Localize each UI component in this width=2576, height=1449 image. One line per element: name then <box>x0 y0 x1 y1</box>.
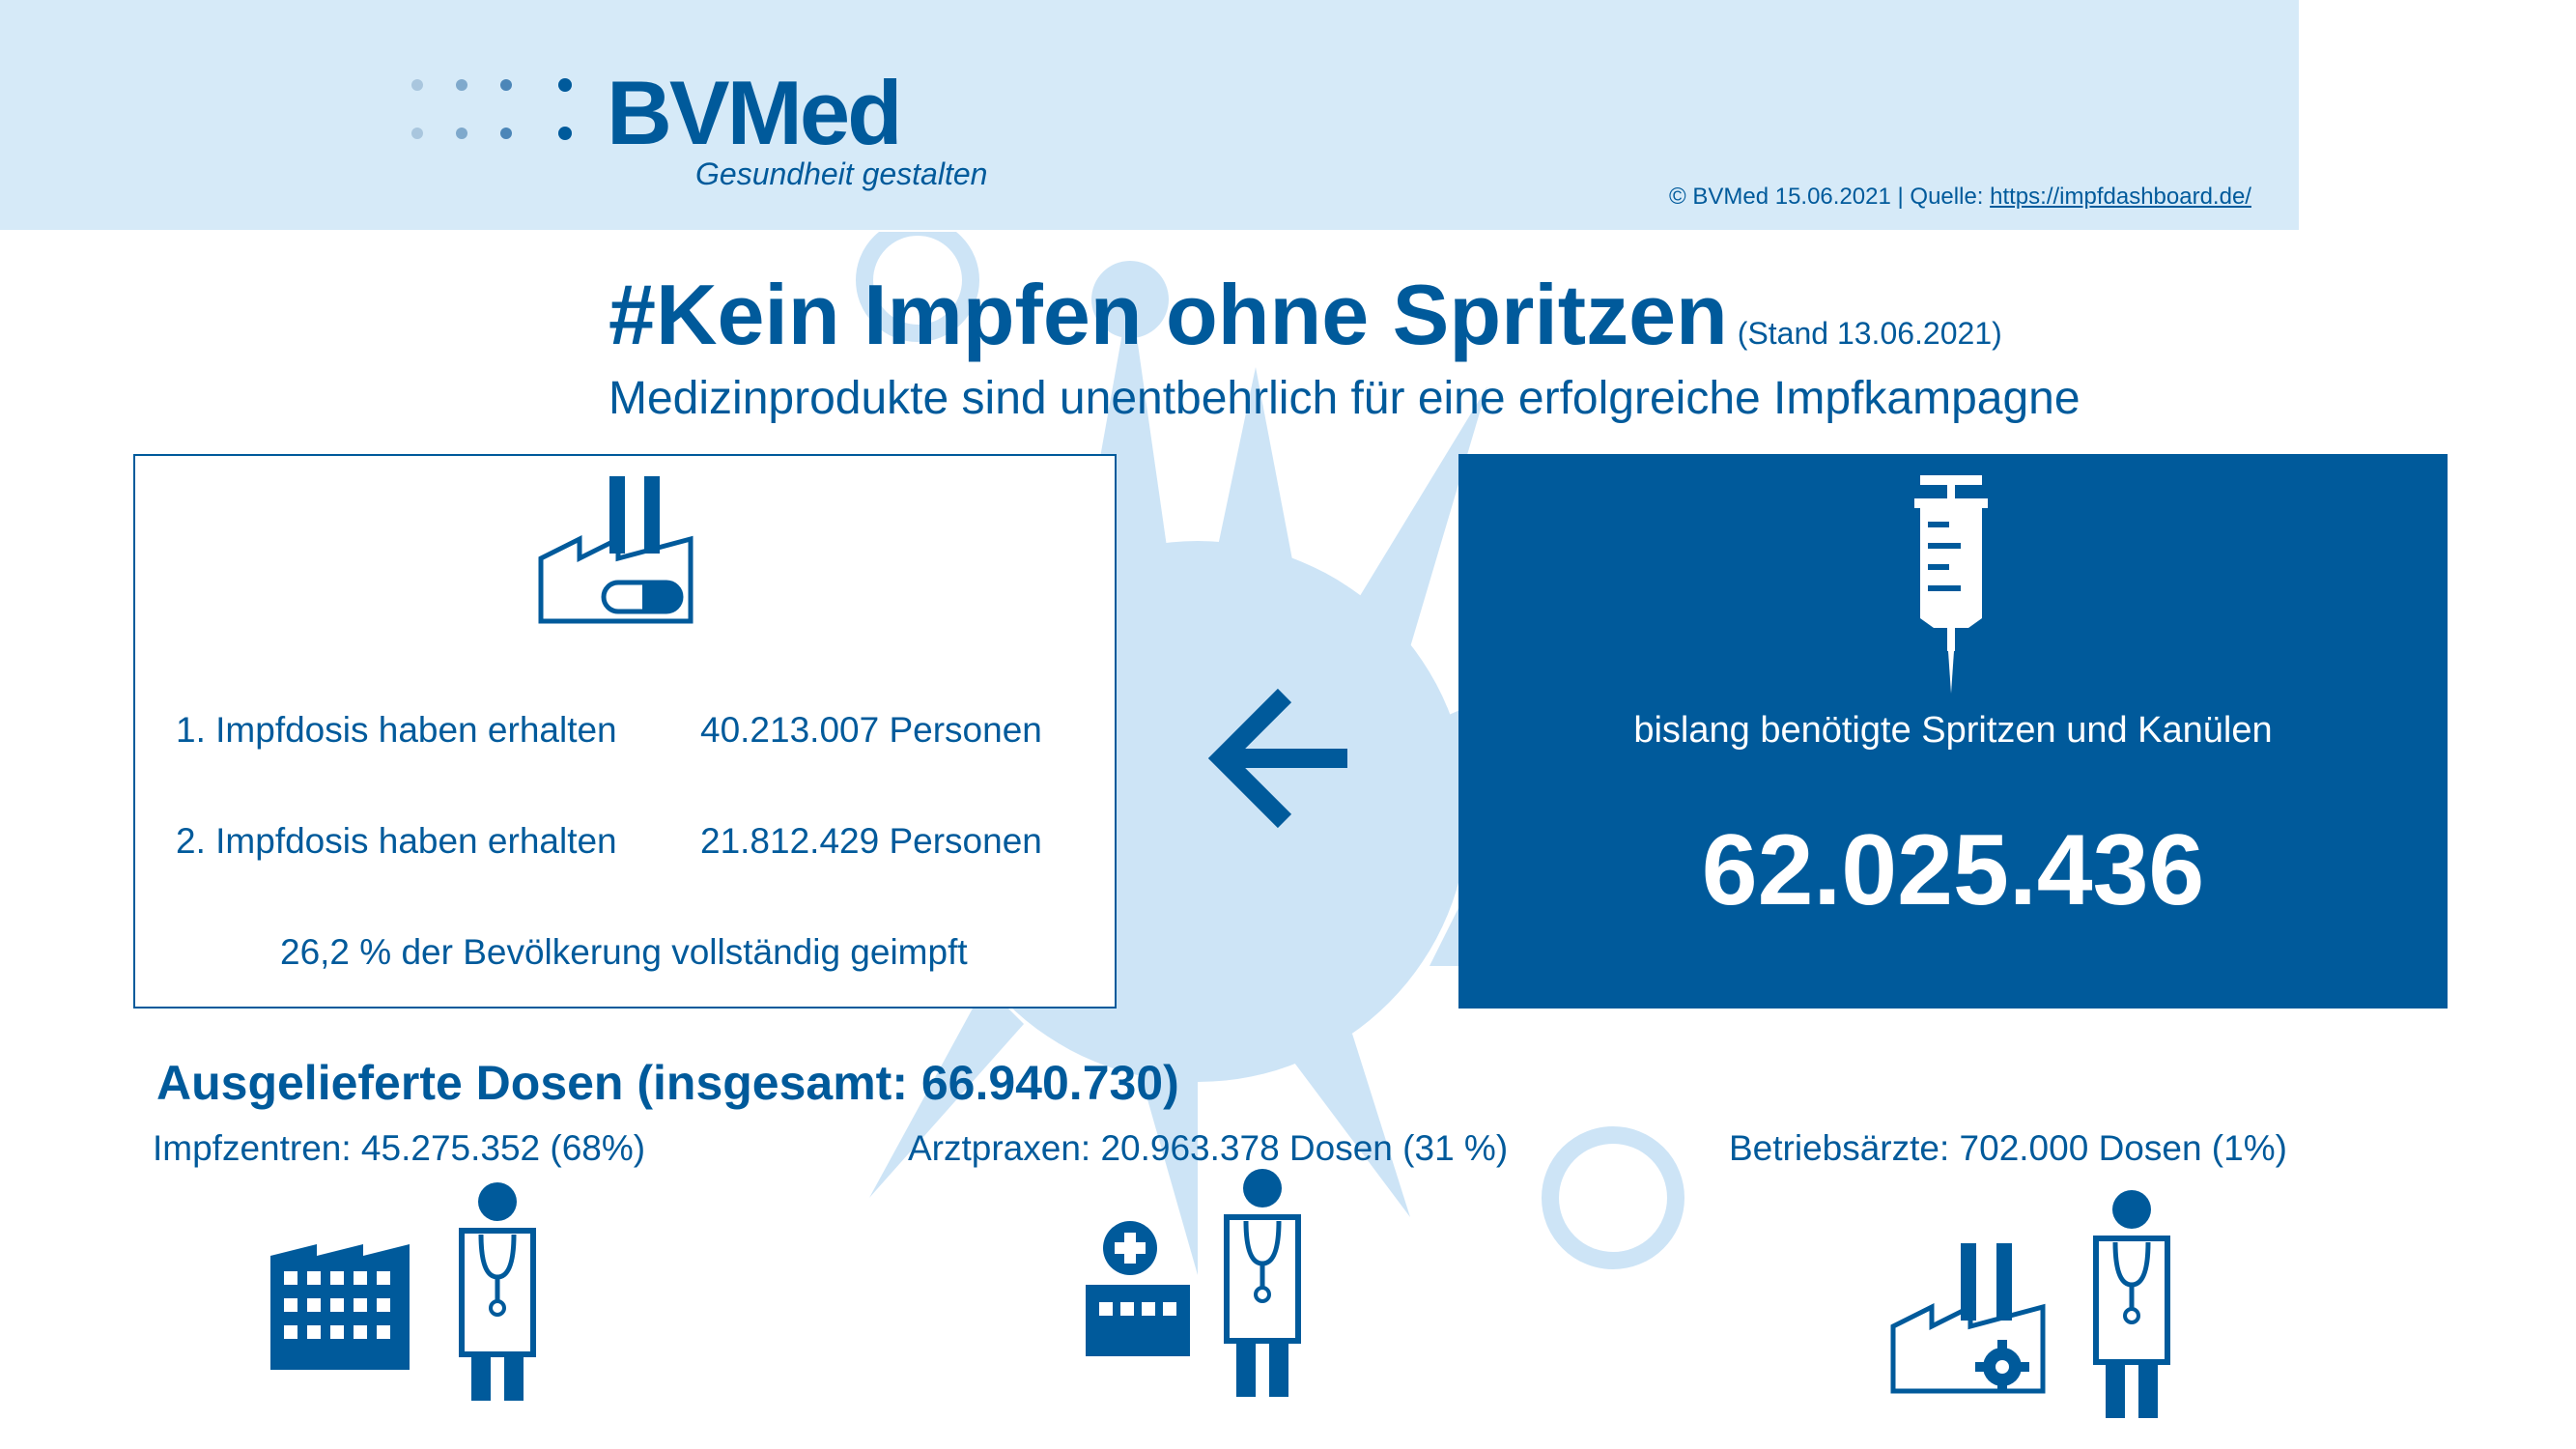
category-impfzentren: Impfzentren: 45.275.352 (68%) <box>153 1128 646 1168</box>
dose1-value: 40.213.007 Personen <box>700 710 1042 750</box>
source-prefix: © BVMed 15.06.2021 | Quelle: <box>1669 184 1991 210</box>
dose2-value: 21.812.429 Personen <box>700 821 1042 861</box>
page-subtitle: Medizinprodukte sind unentbehrlich für e… <box>609 373 2081 424</box>
fully-vaccinated-text: 26,2 % der Bevölkerung vollständig geimp… <box>280 932 968 972</box>
category-arztpraxen: Arztpraxen: 20.963.378 Dosen (31 %) <box>908 1128 1509 1168</box>
category-betriebsaerzte: Betriebsärzte: 702.000 Dosen (1%) <box>1729 1128 2287 1168</box>
source-note: © BVMed 15.06.2021 | Quelle: https://imp… <box>1669 184 2251 211</box>
vaccination-stats-box <box>133 454 1117 1009</box>
arrow-left-icon <box>1207 688 1347 829</box>
logo: BVMed <box>607 62 903 163</box>
doctor-icon <box>459 1182 536 1401</box>
syringe-label: bislang benötigte Spritzen und Kanülen <box>1633 710 2273 751</box>
logo-dots-icon <box>411 78 572 140</box>
syringe-icon <box>1914 475 1988 694</box>
building-icon <box>270 1244 410 1370</box>
source-link[interactable]: https://impfdashboard.de/ <box>1990 184 2251 210</box>
doctor-icon <box>1224 1169 1301 1397</box>
syringe-count: 62.025.436 <box>1701 814 2205 926</box>
dose1-label: 1. Impfdosis haben erhalten <box>176 710 617 750</box>
title-main: #Kein Impfen ohne Spritzen <box>609 267 1728 362</box>
factory-pill-icon <box>538 476 694 624</box>
header-band <box>0 0 2299 230</box>
factory-gear-icon <box>1890 1243 2046 1394</box>
page-title: #Kein Impfen ohne Spritzen (Stand 13.06.2… <box>609 272 2002 357</box>
delivered-doses-title: Ausgelieferte Dosen (insgesamt: 66.940.7… <box>156 1056 1179 1110</box>
logo-tagline: Gesundheit gestalten <box>695 156 988 191</box>
dose2-label: 2. Impfdosis haben erhalten <box>176 821 617 861</box>
title-stand-date: (Stand 13.06.2021) <box>1737 316 2002 351</box>
doctor-icon <box>2093 1190 2170 1418</box>
clinic-icon <box>1086 1221 1190 1356</box>
